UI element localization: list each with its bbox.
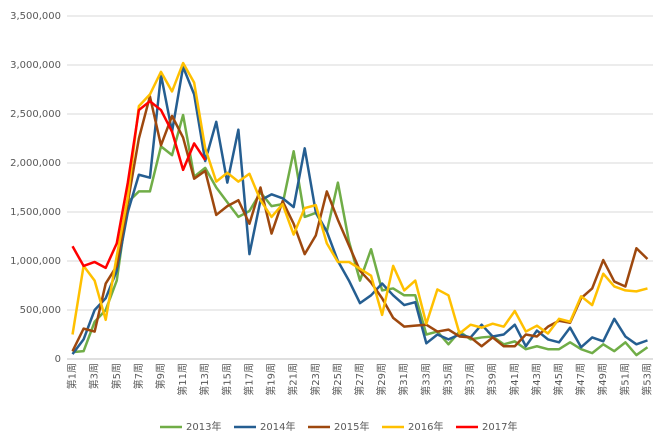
x-tick-label: 第41周 [508,363,521,396]
x-tick-label: 第51周 [618,363,631,396]
legend-label: 2017年 [482,420,517,433]
x-tick-label: 第29周 [375,363,388,396]
y-tick-label: 1,000,000 [10,256,61,267]
y-tick-label: 2,500,000 [10,109,61,120]
x-tick-label: 第47周 [574,363,587,396]
series-line [71,100,207,270]
y-tick-label: 1,500,000 [10,207,61,218]
x-tick-label: 第1周 [66,363,79,389]
x-tick-label: 第25周 [331,363,344,396]
x-tick-label: 第33周 [419,363,432,396]
x-tick-label: 第45周 [552,363,565,396]
x-tick-label: 第35周 [441,363,454,396]
x-tick-label: 第9周 [154,363,167,389]
x-tick-label: 第23周 [309,363,322,396]
x-tick-label: 第13周 [198,363,211,396]
x-tick-label: 第37周 [464,363,477,396]
series-line [71,65,648,355]
y-tick-label: 0 [55,354,61,365]
x-tick-label: 第39周 [486,363,499,396]
x-tick-label: 第43周 [530,363,543,396]
y-tick-label: 2,000,000 [10,158,61,169]
legend-label: 2015年 [334,420,369,433]
x-tick-label: 第21周 [287,363,300,396]
legend-label: 2016年 [408,420,443,433]
series-line [71,95,649,352]
x-tick-label: 第5周 [110,363,123,389]
x-tick-label: 第19周 [265,363,278,396]
series-line [72,113,649,357]
series-line [71,61,648,335]
y-tick-label: 3,500,000 [10,11,61,22]
x-tick-label: 第3周 [88,363,101,389]
x-tick-label: 第31周 [397,363,410,396]
y-tick-label: 3,000,000 [10,60,61,71]
x-tick-label: 第11周 [176,363,189,396]
x-tick-label: 第17周 [242,363,255,396]
y-tick-label: 500,000 [20,305,61,316]
x-tick-label: 第49周 [596,363,609,396]
x-tick-label: 第15周 [220,363,233,396]
legend-label: 2013年 [186,420,221,433]
x-tick-label: 第53周 [640,363,653,396]
x-tick-label: 第7周 [132,363,145,389]
legend-label: 2014年 [260,420,295,433]
x-tick-label: 第27周 [353,363,366,396]
